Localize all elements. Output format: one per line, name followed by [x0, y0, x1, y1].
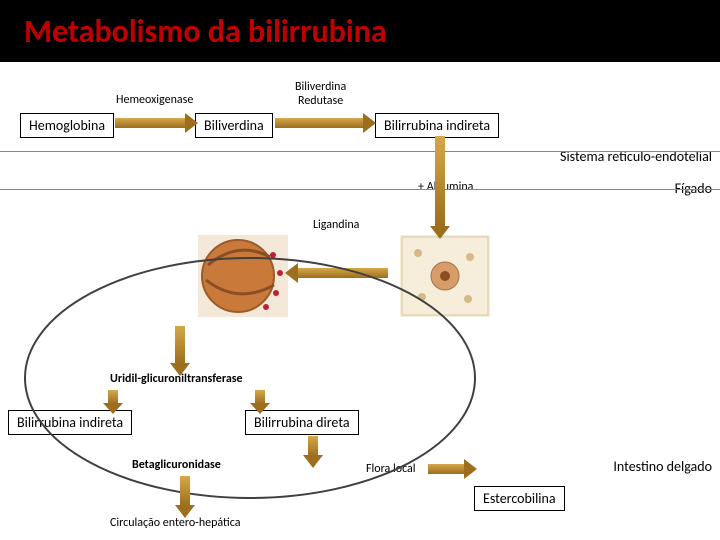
label-circulacao: Circulação entero-hepática: [110, 516, 240, 530]
label-ligandina: Ligandina: [313, 218, 359, 232]
node-estercobilina: Estercobilina: [474, 486, 565, 511]
node-biliverdina: Biliverdina: [195, 113, 273, 138]
diagram-arrows: [0, 0, 720, 540]
divider-bottom: [0, 189, 720, 190]
label-intestino: Intestino delgado: [613, 458, 712, 475]
image-cell-1: [198, 235, 288, 317]
page-title: Metabolismo da bilirrubina: [24, 12, 387, 51]
node-bilirrubina-indireta: Bilirrubina indireta: [375, 113, 499, 138]
node-bilirrubina-direta: Bilirrubina direta: [245, 410, 359, 435]
image-cell-2: [400, 235, 490, 317]
label-biliverdina-redutase-l1: Biliverdina: [295, 80, 346, 94]
label-betaglicuronidase: Betaglicuronidase: [132, 458, 221, 472]
label-ugt: Uridil-glicuroniltransferase: [110, 372, 243, 386]
label-hemeoxigenase: Hemeoxigenase: [116, 93, 193, 107]
node-hemoglobina: Hemoglobina: [20, 113, 114, 138]
title-bar: Metabolismo da bilirrubina: [0, 0, 720, 62]
divider-top: [0, 151, 720, 152]
label-biliverdina-redutase: Biliverdina Redutase: [295, 80, 346, 108]
label-flora-local: Flora local: [366, 462, 416, 476]
label-albumina: + Albumina: [418, 180, 473, 194]
node-bilirrubina-indireta-2: Bilirrubina indireta: [8, 410, 132, 435]
label-biliverdina-redutase-l2: Redutase: [298, 94, 343, 108]
